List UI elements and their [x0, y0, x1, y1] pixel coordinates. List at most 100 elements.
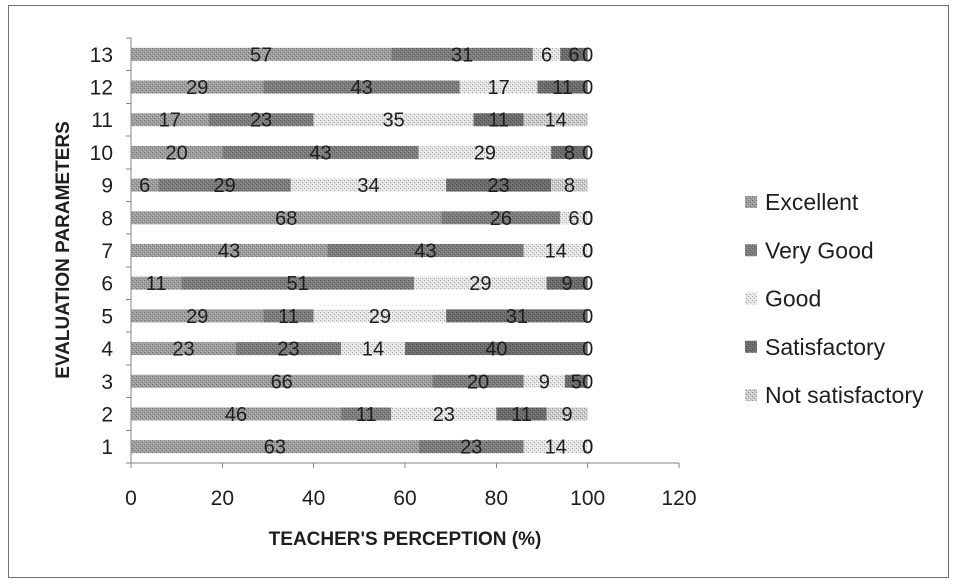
bar-very-good-param-12 — [263, 80, 460, 94]
legend-item-very-good: Very Good — [745, 237, 874, 263]
y-tick-label-10: 10 — [90, 142, 113, 165]
bar-good-param-6 — [414, 276, 547, 290]
data-label-good-param-13: 6 — [541, 44, 552, 66]
data-label-satisfactory-param-13: 6 — [568, 44, 579, 66]
data-label-good-param-12: 17 — [487, 77, 509, 99]
data-label-excellent-param-2: 46 — [225, 404, 247, 426]
data-label-not-satisfactory-param-4: 0 — [582, 339, 593, 361]
x-tick-label-80: 80 — [485, 487, 508, 510]
bar-not-satisfactory-param-11 — [523, 113, 588, 127]
data-label-satisfactory-param-12: 11 — [552, 77, 573, 99]
y-tick-label-7: 7 — [101, 240, 113, 263]
bar-very-good-param-3 — [432, 374, 524, 388]
bar-very-good-param-6 — [181, 276, 415, 290]
data-label-very-good-param-2: 11 — [356, 404, 377, 426]
bar-not-satisfactory-param-9 — [551, 178, 588, 192]
data-label-excellent-param-3: 66 — [271, 371, 293, 393]
y-axis-title: EVALUATION PARAMETERS — [53, 121, 74, 379]
data-label-very-good-param-8: 26 — [490, 208, 512, 230]
bar-excellent-param-5 — [131, 309, 264, 323]
bar-excellent-param-10 — [131, 145, 223, 159]
data-label-satisfactory-param-10: 8 — [564, 142, 575, 164]
legend-item-good: Good — [745, 286, 821, 312]
bar-very-good-param-10 — [222, 145, 419, 159]
data-label-good-param-5: 29 — [369, 306, 391, 328]
legend: Excellent Very Good Good Satisfactory Not sa… — [745, 189, 924, 408]
bar-excellent-param-11 — [131, 113, 209, 127]
data-label-excellent-param-11: 17 — [159, 110, 181, 132]
data-label-not-satisfactory-param-3: 0 — [582, 371, 593, 393]
bar-very-good-param-11 — [208, 113, 314, 127]
bar-satisfactory-param-13 — [560, 47, 588, 61]
data-label-satisfactory-param-5: 31 — [506, 306, 528, 328]
data-label-satisfactory-param-3: 5 — [571, 371, 582, 393]
x-tick-label-120: 120 — [661, 487, 696, 510]
y-tick-label-2: 2 — [101, 403, 113, 426]
y-tick-label-13: 13 — [90, 44, 113, 67]
y-tick-label-11: 11 — [91, 109, 113, 132]
data-label-satisfactory-param-11: 11 — [488, 110, 509, 132]
bar-excellent-param-6 — [131, 276, 182, 290]
bar-very-good-param-5 — [263, 309, 314, 323]
bar-good-param-11 — [313, 113, 474, 127]
x-tick-label-20: 20 — [211, 487, 234, 510]
x-tick-label-60: 60 — [393, 487, 416, 510]
data-label-very-good-param-1: 23 — [460, 437, 482, 459]
bar-very-good-param-1 — [418, 440, 524, 454]
bar-good-param-12 — [459, 80, 538, 94]
data-label-excellent-param-7: 43 — [218, 241, 240, 263]
bar-very-good-param-4 — [236, 342, 342, 356]
data-label-excellent-param-4: 23 — [172, 339, 194, 361]
data-label-excellent-param-5: 29 — [186, 306, 208, 328]
bar-satisfactory-param-5 — [446, 309, 588, 323]
bar-excellent-param-7 — [131, 244, 328, 257]
x-axis-ticks: 0 20 40 60 80 100 120 — [125, 463, 697, 510]
bar-excellent-param-1 — [131, 440, 419, 454]
data-label-satisfactory-param-7: 0 — [582, 241, 593, 263]
data-label-good-param-1: 14 — [545, 437, 567, 459]
data-label-very-good-param-6: 51 — [287, 273, 309, 295]
data-label-not-satisfactory-param-2: 9 — [562, 404, 573, 426]
bar-excellent-param-9 — [131, 178, 159, 192]
data-label-very-good-param-13: 31 — [451, 44, 473, 66]
legend-swatch-very-good — [745, 244, 757, 257]
data-label-excellent-param-1: 63 — [264, 437, 286, 459]
data-label-excellent-param-12: 29 — [186, 77, 208, 99]
bar-excellent-param-12 — [131, 80, 264, 94]
y-tick-label-6: 6 — [101, 273, 113, 296]
data-label-not-satisfactory-param-10: 0 — [582, 142, 593, 164]
data-label-very-good-param-5: 11 — [278, 306, 299, 328]
data-label-very-good-param-3: 20 — [467, 371, 489, 393]
data-label-not-satisfactory-param-1: 0 — [582, 437, 593, 459]
x-tick-label-100: 100 — [570, 487, 605, 510]
data-label-good-param-8: 6 — [568, 208, 579, 230]
bar-good-param-10 — [418, 145, 552, 159]
data-label-not-satisfactory-param-12: 0 — [582, 77, 593, 99]
y-tick-label-12: 12 — [90, 77, 113, 100]
data-label-good-param-4: 14 — [362, 339, 384, 361]
data-label-not-satisfactory-param-9: 8 — [564, 175, 575, 197]
bar-satisfactory-param-3 — [564, 374, 588, 388]
bars-group — [131, 47, 588, 454]
y-tick-label-8: 8 — [101, 207, 113, 230]
bar-satisfactory-param-10 — [551, 145, 588, 159]
data-label-excellent-param-6: 11 — [146, 273, 167, 295]
data-label-very-good-param-9: 29 — [213, 175, 235, 197]
data-label-satisfactory-param-6: 9 — [562, 273, 573, 295]
legend-label-good: Good — [765, 286, 821, 312]
bar-good-param-1 — [523, 440, 588, 454]
legend-swatch-excellent — [745, 196, 757, 208]
bar-good-param-5 — [313, 309, 447, 323]
bar-good-param-13 — [532, 47, 561, 61]
legend-item-not-satisfactory: Not satisfactory — [745, 382, 924, 408]
data-label-satisfactory-param-1: 0 — [582, 437, 593, 459]
data-label-very-good-param-4: 23 — [277, 339, 299, 361]
bar-excellent-param-2 — [131, 407, 342, 421]
data-label-good-param-11: 35 — [382, 110, 404, 132]
legend-swatch-good — [745, 292, 757, 305]
data-label-very-good-param-11: 23 — [250, 110, 272, 132]
data-label-very-good-param-7: 43 — [414, 241, 436, 263]
bar-good-param-4 — [341, 342, 405, 356]
